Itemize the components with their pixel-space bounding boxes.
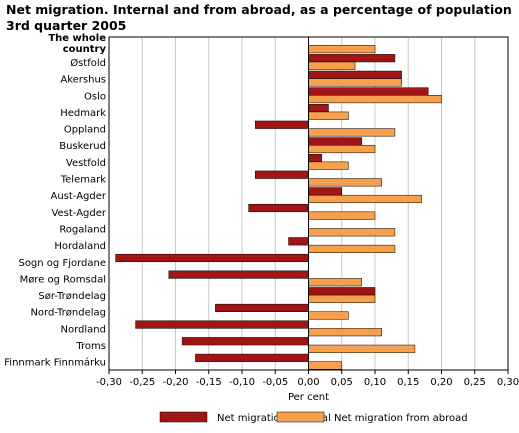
bar-abroad [308, 161, 349, 170]
category-label: Sør-Trøndelag [38, 291, 106, 302]
bar-abroad [308, 61, 356, 70]
bar-internal [288, 237, 309, 246]
category-label: Akershus [60, 75, 106, 86]
bar-internal [255, 120, 309, 129]
bar-abroad [308, 78, 402, 87]
bar-internal [135, 320, 309, 329]
category-label: Finnmark Finnmárku [4, 357, 106, 369]
category-label: Møre og Romsdal [20, 274, 106, 285]
x-tick-label: -0,25 [129, 377, 155, 388]
legend: Net migration, internal Net migration fro… [159, 411, 468, 424]
legend-swatch [159, 411, 208, 423]
bar-abroad [308, 95, 442, 104]
x-tick-label: 0,15 [397, 377, 419, 388]
chart-title-line2: 3rd quarter 2005 [6, 18, 127, 33]
chart-title: Net migration. Internal and from abroad,… [6, 2, 516, 34]
category-label: Østfold [70, 57, 106, 69]
x-tick-label: -0,15 [196, 377, 222, 388]
bar-abroad [308, 294, 376, 303]
x-tick-label: 0,30 [497, 377, 519, 388]
bar-abroad [308, 228, 396, 237]
category-label: Sogn og Fjordane [18, 258, 106, 269]
bar-internal [255, 170, 309, 179]
x-axis-title: Per cent [288, 392, 329, 403]
category-label: country [63, 44, 107, 55]
category-label: Hedmark [60, 108, 106, 119]
bar-abroad [308, 244, 396, 253]
bar-abroad [308, 178, 382, 187]
bar-abroad [308, 361, 342, 370]
bar-internal [168, 270, 309, 279]
bar-internal [308, 154, 323, 163]
category-label: Telemark [60, 175, 106, 186]
bars [115, 45, 442, 370]
bar-internal [308, 104, 329, 113]
bar-abroad [308, 278, 362, 287]
x-tick-label: 0,10 [364, 377, 386, 388]
category-label: Hordaland [54, 241, 106, 252]
x-tick-label: -0,05 [262, 377, 288, 388]
bar-abroad [308, 194, 422, 204]
bar-internal [308, 287, 376, 296]
bar-internal [181, 337, 309, 346]
bar-abroad [308, 45, 376, 54]
bar-internal [215, 303, 309, 312]
bar-abroad [308, 144, 376, 154]
category-label: Buskerud [59, 141, 106, 152]
category-label: Rogaland [59, 224, 106, 235]
bar-internal [308, 54, 396, 63]
bar-abroad [308, 211, 376, 220]
chart-title-line1: Net migration. Internal and from abroad,… [6, 2, 512, 17]
bar-internal [195, 353, 309, 362]
category-label: Aust-Agder [51, 191, 107, 202]
category-label: Oslo [84, 91, 106, 102]
bar-abroad [308, 311, 349, 320]
x-tick-label: 0,00 [297, 377, 319, 388]
legend-swatch [276, 411, 325, 423]
category-label: The whole [48, 33, 106, 44]
bar-abroad [308, 328, 382, 337]
category-label: Troms [75, 341, 106, 352]
bar-internal [308, 137, 362, 146]
x-tick-label: 0,25 [464, 377, 486, 388]
bar-abroad [308, 128, 396, 137]
x-tick-label: 0,05 [331, 377, 353, 388]
bar-internal [248, 203, 309, 213]
bar-internal [115, 253, 309, 263]
category-label: Nord-Trøndelag [30, 308, 106, 319]
category-label: Vest-Agder [51, 208, 106, 219]
x-ticks: -0,30 -0,25 -0,20 -0,15 -0,10 -0,05 0,00 0,05 0,… [96, 370, 519, 388]
x-tick-label: -0,20 [163, 377, 189, 388]
x-tick-label: -0,10 [229, 377, 255, 388]
category-label: Oppland [64, 125, 106, 136]
bar-abroad [308, 111, 349, 120]
category-label: Nordland [61, 324, 106, 335]
category-label: Vestfold [66, 158, 106, 169]
bar-internal [308, 70, 402, 79]
legend-label: Net migration, internal [217, 413, 331, 424]
bar-internal [308, 87, 429, 96]
x-tick-label: -0,30 [96, 377, 122, 388]
legend-label: Net migration from abroad [334, 413, 468, 424]
bar-abroad [308, 344, 416, 353]
bar-internal [308, 187, 342, 196]
x-tick-label: 0,20 [430, 377, 452, 388]
